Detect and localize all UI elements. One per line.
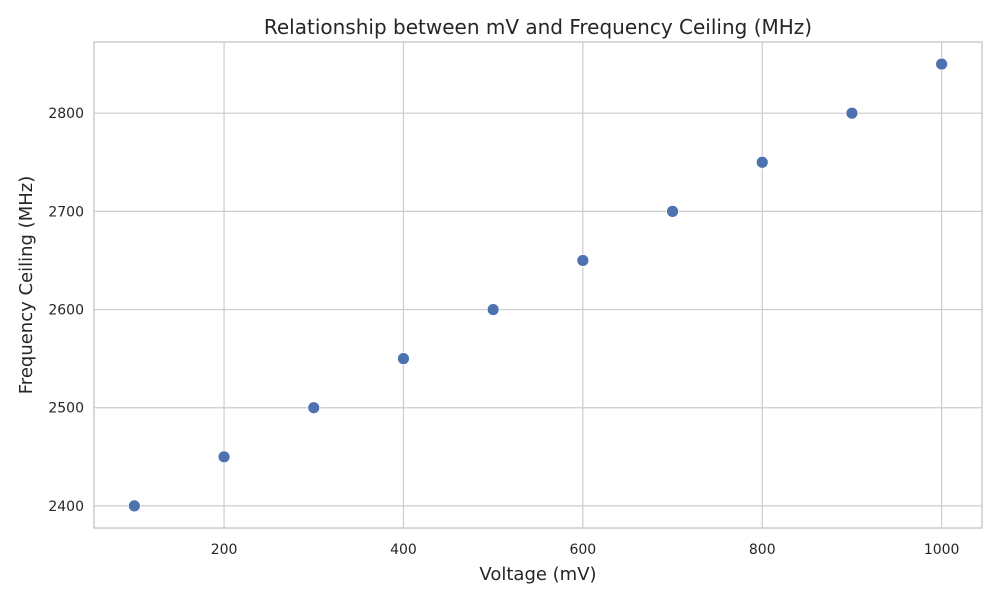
data-point	[217, 450, 231, 464]
grid-layer	[94, 42, 982, 528]
x-tick-label: 200	[211, 542, 238, 558]
x-tick-label: 600	[569, 542, 596, 558]
data-points	[127, 57, 949, 513]
x-tick-label: 800	[749, 542, 776, 558]
y-tick-label: 2800	[48, 106, 84, 122]
chart-title: Relationship between mV and Frequency Ce…	[264, 15, 812, 39]
plot-frame	[93, 41, 983, 529]
x-axis-label: Voltage (mV)	[479, 564, 596, 585]
tick-labels: 200 400 600 800 1000 2400 2500 2600 2700 2800	[48, 106, 959, 558]
data-point	[845, 106, 859, 120]
x-tick-label: 400	[390, 542, 417, 558]
x-tick-label: 1000	[924, 542, 960, 558]
data-point	[307, 401, 321, 415]
data-point	[486, 303, 500, 316]
data-point	[935, 57, 949, 71]
data-point	[755, 155, 769, 169]
y-tick-label: 2600	[48, 303, 84, 319]
y-tick-label: 2400	[48, 499, 84, 515]
y-tick-label: 2500	[48, 401, 84, 417]
y-tick-label: 2700	[48, 204, 84, 220]
y-axis-label: Frequency Ceiling (MHz)	[16, 176, 37, 394]
data-point	[576, 254, 590, 267]
data-point	[397, 352, 410, 366]
data-point	[666, 204, 679, 218]
data-point	[127, 499, 141, 513]
